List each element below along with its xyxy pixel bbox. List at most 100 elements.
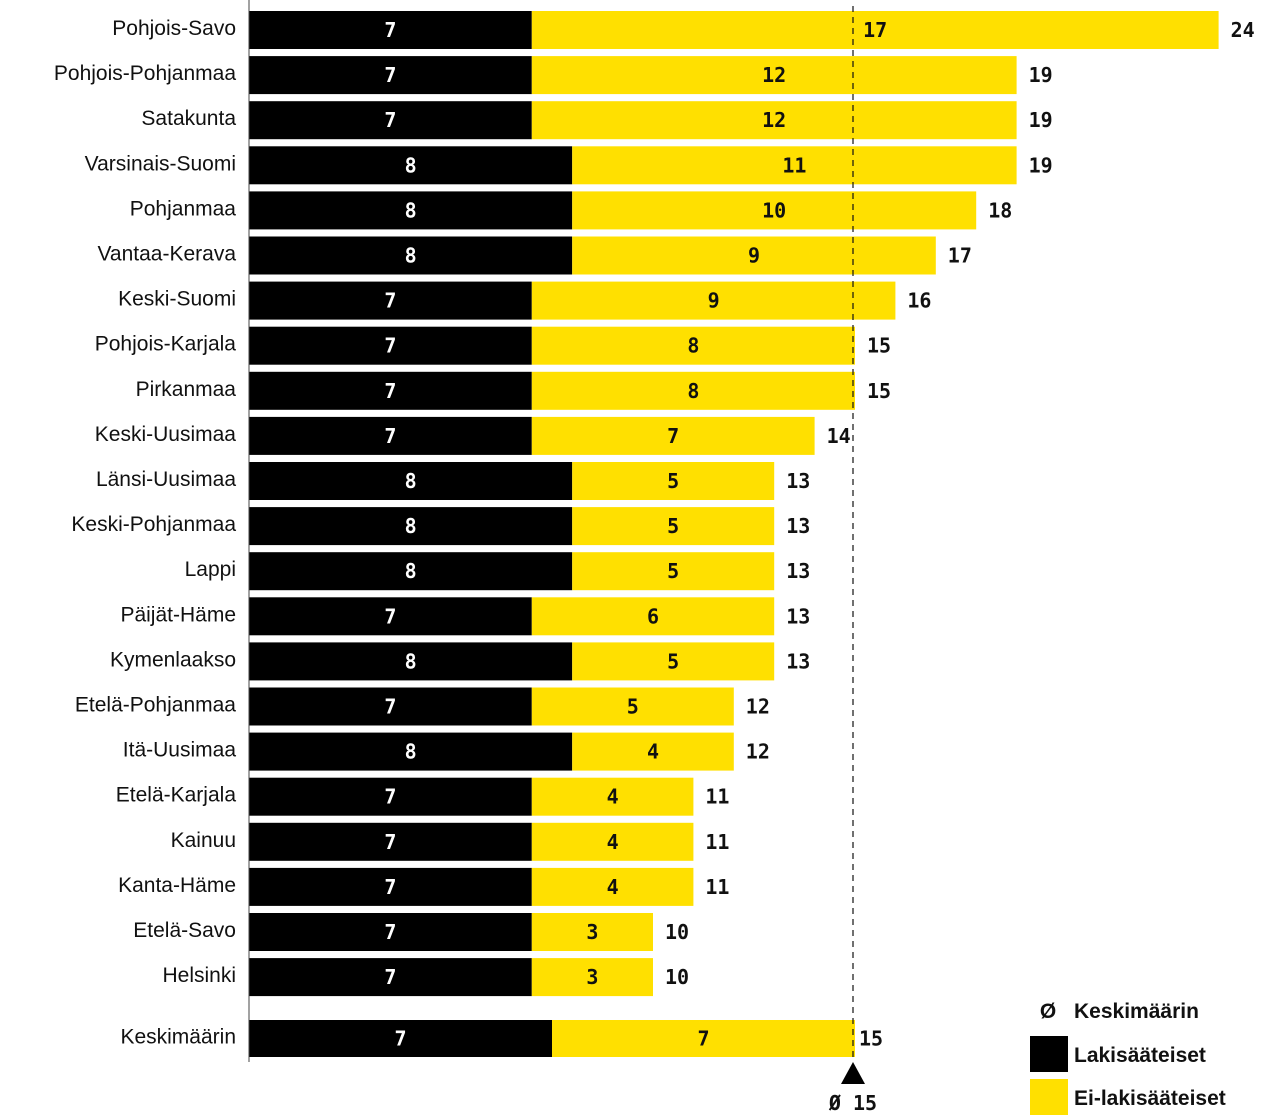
bar-ei-lakisaateiset-etel-savo — [531, 913, 653, 951]
value-label-lakisaateiset-it-uusimaa: 8 — [405, 740, 417, 764]
value-label-ei-lakisaateiset-satakunta: 12 — [762, 108, 786, 132]
category-label-p-ij-t-h-me: Päijät-Häme — [120, 603, 236, 626]
total-label-etel-karjala: 11 — [705, 785, 729, 809]
bar-lakisaateiset-keskimaarin — [249, 1020, 552, 1057]
bar-ei-lakisaateiset-kainuu — [531, 822, 694, 861]
value-label-lakisaateiset-pohjois-pohjanmaa: 7 — [384, 63, 396, 87]
bar-ei-lakisaateiset-kymenlaakso — [572, 642, 775, 681]
bar-lakisaateiset-p-ij-t-h-me — [249, 597, 532, 636]
category-label-etel-pohjanmaa: Etelä-Pohjanmaa — [75, 694, 236, 717]
category-label-pohjois-karjala: Pohjois-Karjala — [95, 333, 237, 356]
value-label-ei-lakisaateiset-etel-karjala: 4 — [607, 785, 619, 809]
bar-ei-lakisaateiset-varsinais-suomi — [572, 146, 1017, 185]
legend-label-average: Keskimäärin — [1074, 1000, 1199, 1023]
value-label-ei-lakisaateiset-pohjois-pohjanmaa: 12 — [762, 63, 786, 87]
total-label-pirkanmaa: 15 — [867, 379, 891, 403]
value-label-lakisaateiset-vantaa-kerava: 8 — [405, 244, 417, 268]
bar-ei-lakisaateiset-keski-pohjanmaa — [572, 507, 775, 546]
bar-lakisaateiset-pohjanmaa — [249, 191, 573, 230]
category-label-pohjanmaa: Pohjanmaa — [130, 197, 237, 220]
value-label-ei-lakisaateiset-l-nsi-uusimaa: 5 — [667, 469, 679, 493]
value-label-lakisaateiset-etel-savo: 7 — [384, 920, 396, 944]
value-label-ei-lakisaateiset-vantaa-kerava: 9 — [748, 244, 760, 268]
bar-ei-lakisaateiset-satakunta — [531, 101, 1017, 140]
bar-lakisaateiset-helsinki — [249, 958, 532, 997]
value-label-lakisaateiset-kymenlaakso: 8 — [405, 649, 417, 673]
category-label-varsinais-suomi: Varsinais-Suomi — [85, 152, 236, 175]
value-label-ei-lakisaateiset-p-ij-t-h-me: 6 — [647, 604, 659, 628]
bar-lakisaateiset-l-nsi-uusimaa — [249, 462, 573, 500]
bar-ei-lakisaateiset-it-uusimaa — [572, 732, 734, 771]
total-label-varsinais-suomi: 19 — [1029, 153, 1053, 177]
category-label-vantaa-kerava: Vantaa-Kerava — [97, 243, 236, 266]
value-label-ei-lakisaateiset-etel-savo: 3 — [586, 920, 598, 944]
bar-lakisaateiset-it-uusimaa — [249, 732, 573, 771]
average-marker-label: Ø 15 — [828, 1091, 877, 1115]
category-label-keski-suomi: Keski-Suomi — [118, 288, 236, 311]
category-label-etel-savo: Etelä-Savo — [133, 919, 236, 942]
legend-label-lakisaateiset: Lakisääteiset — [1074, 1044, 1206, 1067]
bar-ei-lakisaateiset-lappi — [572, 552, 775, 591]
value-label-ei-lakisaateiset-varsinais-suomi: 11 — [782, 153, 806, 177]
value-label-lakisaateiset-keski-pohjanmaa: 8 — [405, 514, 417, 538]
total-label-kanta-h-me: 11 — [705, 875, 729, 899]
value-label-ei-lakisaateiset-pirkanmaa: 8 — [687, 379, 699, 403]
category-label-keski-uusimaa: Keski-Uusimaa — [95, 423, 237, 446]
value-label-lakisaateiset-pohjois-savo: 7 — [384, 18, 396, 42]
category-label-pohjois-pohjanmaa: Pohjois-Pohjanmaa — [54, 62, 236, 85]
bar-lakisaateiset-kanta-h-me — [249, 867, 532, 906]
bar-lakisaateiset-pohjois-savo — [249, 11, 532, 49]
value-label-lakisaateiset-pohjanmaa: 8 — [405, 198, 417, 222]
average-symbol-icon: Ø — [1040, 1000, 1056, 1023]
bar-lakisaateiset-lappi — [249, 552, 573, 591]
value-label-lakisaateiset-keski-uusimaa: 7 — [384, 424, 396, 448]
value-label-lakisaateiset-helsinki: 7 — [384, 965, 396, 989]
bar-lakisaateiset-etel-pohjanmaa — [249, 687, 532, 726]
category-label-kanta-h-me: Kanta-Häme — [118, 874, 236, 897]
legend-swatch-ei-lakisaateiset — [1030, 1079, 1068, 1115]
category-label-kainuu: Kainuu — [171, 829, 236, 852]
category-label-kymenlaakso: Kymenlaakso — [110, 648, 236, 671]
total-label-keskimaarin: 15 — [859, 1027, 883, 1051]
total-label-etel-pohjanmaa: 12 — [746, 695, 770, 719]
value-label-lakisaateiset-kanta-h-me: 7 — [384, 875, 396, 899]
value-label-ei-lakisaateiset-kymenlaakso: 5 — [667, 649, 679, 673]
bar-ei-lakisaateiset-vantaa-kerava — [572, 236, 936, 275]
bar-ei-lakisaateiset-pirkanmaa — [531, 371, 855, 410]
bar-ei-lakisaateiset-keskimaarin — [552, 1020, 855, 1057]
bar-ei-lakisaateiset-pohjois-karjala — [531, 326, 855, 365]
bar-lakisaateiset-etel-savo — [249, 913, 532, 951]
legend: Ø Keskimäärin Lakisääteiset Ei-lakisääte… — [1030, 1000, 1226, 1115]
value-label-lakisaateiset-varsinais-suomi: 8 — [405, 153, 417, 177]
value-label-ei-lakisaateiset-it-uusimaa: 4 — [647, 740, 659, 764]
value-label-ei-lakisaateiset-keski-uusimaa: 7 — [667, 424, 679, 448]
category-label-pirkanmaa: Pirkanmaa — [136, 378, 237, 401]
value-label-ei-lakisaateiset-kainuu: 4 — [607, 830, 619, 854]
category-label-etel-karjala: Etelä-Karjala — [116, 784, 237, 807]
bar-lakisaateiset-satakunta — [249, 101, 532, 140]
value-label-lakisaateiset-l-nsi-uusimaa: 8 — [405, 469, 417, 493]
bar-ei-lakisaateiset-helsinki — [531, 958, 653, 997]
bar-ei-lakisaateiset-keski-uusimaa — [531, 416, 815, 455]
bar-lakisaateiset-keski-uusimaa — [249, 416, 532, 455]
total-label-pohjois-pohjanmaa: 19 — [1029, 63, 1053, 87]
bar-lakisaateiset-pohjois-pohjanmaa — [249, 56, 532, 95]
total-label-vantaa-kerava: 17 — [948, 244, 972, 268]
bar-lakisaateiset-keski-pohjanmaa — [249, 507, 573, 546]
average-row: Keskimäärin 7 7 15 — [120, 1020, 883, 1057]
value-label-ei-lakisaateiset-etel-pohjanmaa: 5 — [627, 695, 639, 719]
category-label-satakunta: Satakunta — [141, 107, 236, 130]
bar-lakisaateiset-pirkanmaa — [249, 371, 532, 410]
value-label-ei-lakisaateiset-keski-pohjanmaa: 5 — [667, 514, 679, 538]
bar-ei-lakisaateiset-pohjanmaa — [572, 191, 977, 230]
value-label-ei-lakisaateiset-helsinki: 3 — [586, 965, 598, 989]
bar-ei-lakisaateiset-p-ij-t-h-me — [531, 597, 775, 636]
value-label-lakisaateiset-kainuu: 7 — [384, 830, 396, 854]
category-label-keski-pohjanmaa: Keski-Pohjanmaa — [71, 513, 236, 536]
bars-layer: Pohjois-Savo 7 17 24 Pohjois-Pohjanmaa 7 12 19 S… — [54, 11, 1255, 997]
value-label-ei-lakisaateiset-pohjois-karjala: 8 — [687, 334, 699, 358]
value-label-lakisaateiset-etel-karjala: 7 — [384, 785, 396, 809]
value-label-ei-lakisaateiset-keskimaarin: 7 — [697, 1027, 709, 1051]
total-label-keski-pohjanmaa: 13 — [786, 514, 810, 538]
category-label-l-nsi-uusimaa: Länsi-Uusimaa — [96, 468, 236, 491]
